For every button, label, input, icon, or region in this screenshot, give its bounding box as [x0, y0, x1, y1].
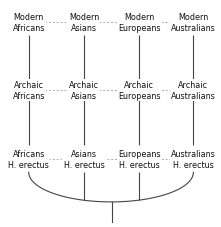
Text: Archaic
Europeans: Archaic Europeans	[118, 81, 160, 101]
Text: Modern
Africans: Modern Africans	[13, 13, 45, 33]
Text: Modern
Australians: Modern Australians	[171, 13, 216, 33]
Text: Africans
H. erectus: Africans H. erectus	[8, 149, 49, 169]
Text: Asians
H. erectus: Asians H. erectus	[64, 149, 104, 169]
Text: Archaic
Africans: Archaic Africans	[13, 81, 45, 101]
Text: Archaic
Asians: Archaic Asians	[69, 81, 99, 101]
Text: Europeans
H. erectus: Europeans H. erectus	[118, 149, 160, 169]
Text: Modern
Europeans: Modern Europeans	[118, 13, 160, 33]
Text: Australians
H. erectus: Australians H. erectus	[171, 149, 216, 169]
Text: Modern
Asians: Modern Asians	[69, 13, 99, 33]
Text: Archaic
Australians: Archaic Australians	[171, 81, 216, 101]
